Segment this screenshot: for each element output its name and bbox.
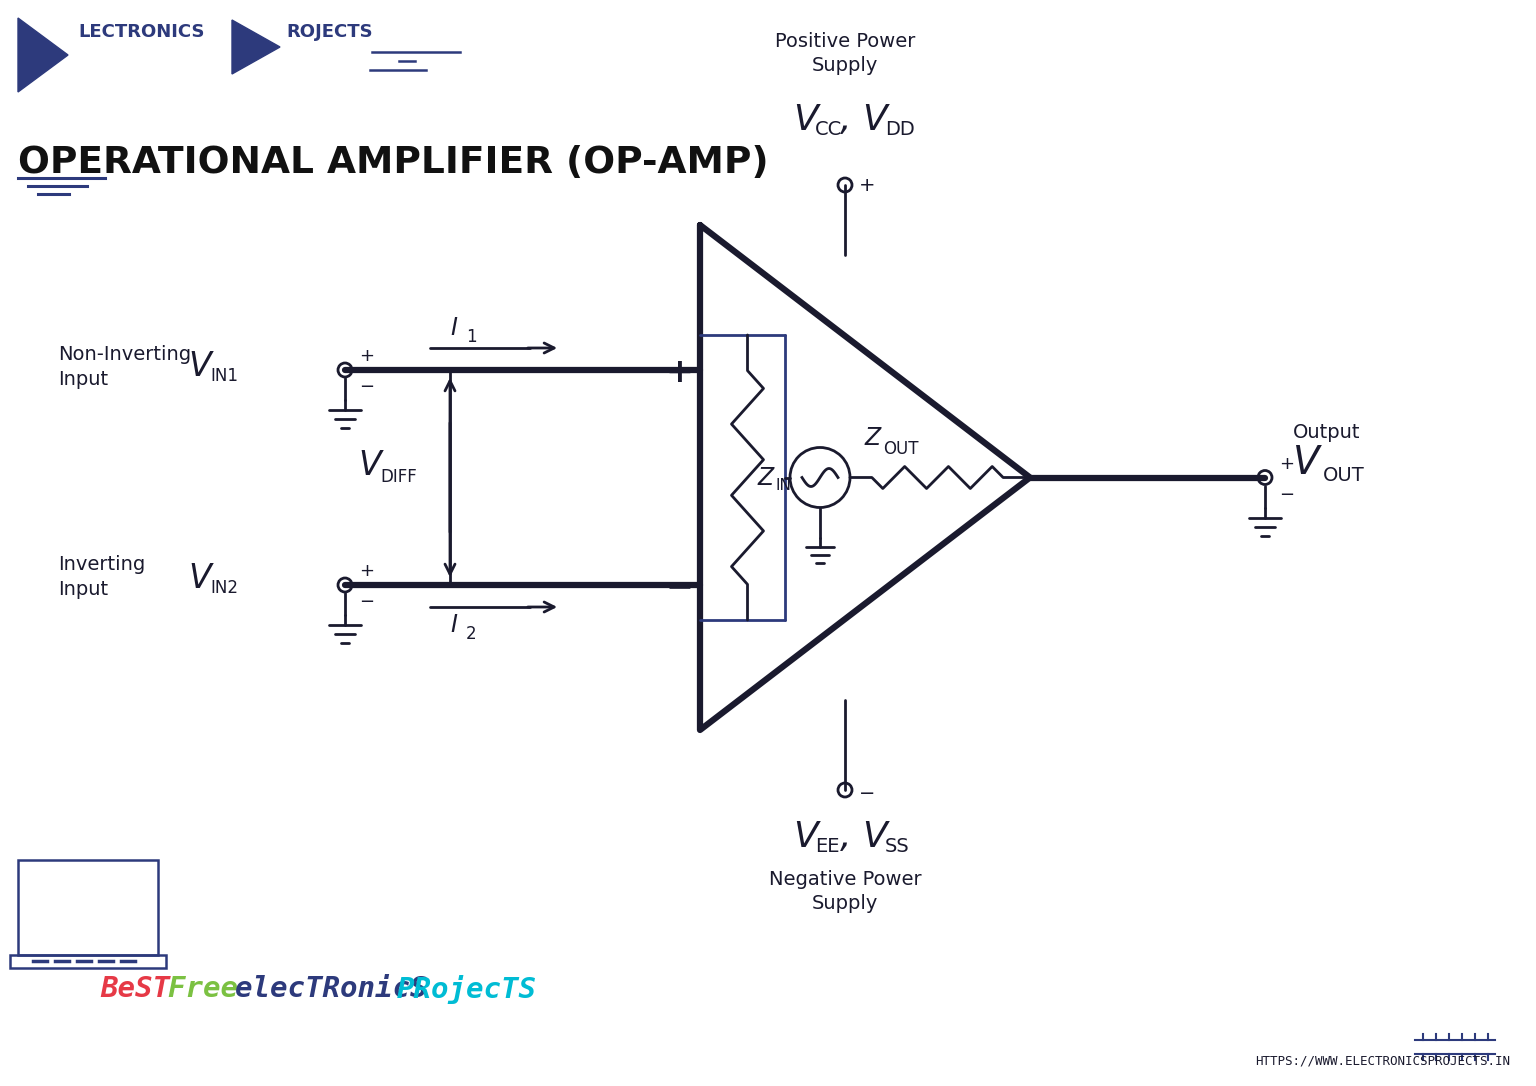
Text: V: V — [358, 449, 381, 481]
Text: I: I — [450, 613, 458, 637]
Text: 2: 2 — [465, 626, 476, 643]
Text: 1: 1 — [465, 328, 476, 346]
Text: Free: Free — [167, 975, 255, 1003]
Text: DD: DD — [885, 119, 915, 139]
Text: DIFF: DIFF — [379, 468, 416, 487]
Text: V: V — [793, 103, 817, 137]
Text: CC: CC — [816, 119, 842, 139]
Text: +: + — [359, 348, 373, 365]
Text: −: − — [665, 570, 693, 604]
Text: Negative Power: Negative Power — [768, 870, 922, 889]
Text: Supply: Supply — [813, 56, 879, 75]
Text: I: I — [450, 316, 458, 340]
Text: +: + — [359, 561, 373, 580]
Text: EE: EE — [816, 837, 840, 856]
Text: −: − — [859, 783, 876, 803]
Text: LECTRONICS: LECTRONICS — [78, 23, 204, 41]
Text: , V: , V — [840, 103, 888, 137]
Text: Supply: Supply — [813, 894, 879, 913]
Text: OUT: OUT — [1322, 466, 1366, 485]
Text: Non-Inverting: Non-Inverting — [58, 345, 190, 364]
Text: V: V — [1293, 443, 1319, 481]
Text: OPERATIONAL AMPLIFIER (OP-AMP): OPERATIONAL AMPLIFIER (OP-AMP) — [18, 146, 768, 181]
Text: Inverting: Inverting — [58, 555, 146, 574]
Text: OUT: OUT — [883, 440, 919, 457]
Text: −: − — [1279, 485, 1295, 504]
Text: IN: IN — [776, 478, 791, 493]
Text: Z: Z — [865, 426, 882, 450]
Text: ROJECTS: ROJECTS — [286, 23, 373, 41]
Text: elecTRonicS: elecTRonicS — [235, 975, 445, 1003]
Text: +: + — [859, 176, 876, 194]
Polygon shape — [18, 18, 68, 92]
Text: Output: Output — [1293, 422, 1361, 442]
Text: Z: Z — [757, 466, 774, 490]
Text: V: V — [793, 820, 817, 854]
Text: IN2: IN2 — [210, 579, 238, 597]
Text: Input: Input — [58, 370, 108, 389]
Text: HTTPS://WWW.ELECTRONICSPROJECTS.IN: HTTPS://WWW.ELECTRONICSPROJECTS.IN — [1255, 1055, 1510, 1068]
Text: PRojecTS: PRojecTS — [396, 975, 538, 1003]
Text: Input: Input — [58, 580, 108, 599]
Text: −: − — [359, 593, 375, 611]
Text: −: − — [359, 378, 375, 396]
Text: +: + — [665, 355, 693, 389]
Text: Positive Power: Positive Power — [774, 31, 915, 51]
Text: IN1: IN1 — [210, 367, 238, 386]
Text: , V: , V — [840, 820, 888, 854]
Text: V: V — [187, 350, 210, 383]
Text: V: V — [187, 561, 210, 595]
Text: SS: SS — [885, 837, 909, 856]
Polygon shape — [232, 20, 280, 74]
Text: +: + — [1279, 455, 1293, 472]
Text: BeST: BeST — [100, 975, 187, 1003]
